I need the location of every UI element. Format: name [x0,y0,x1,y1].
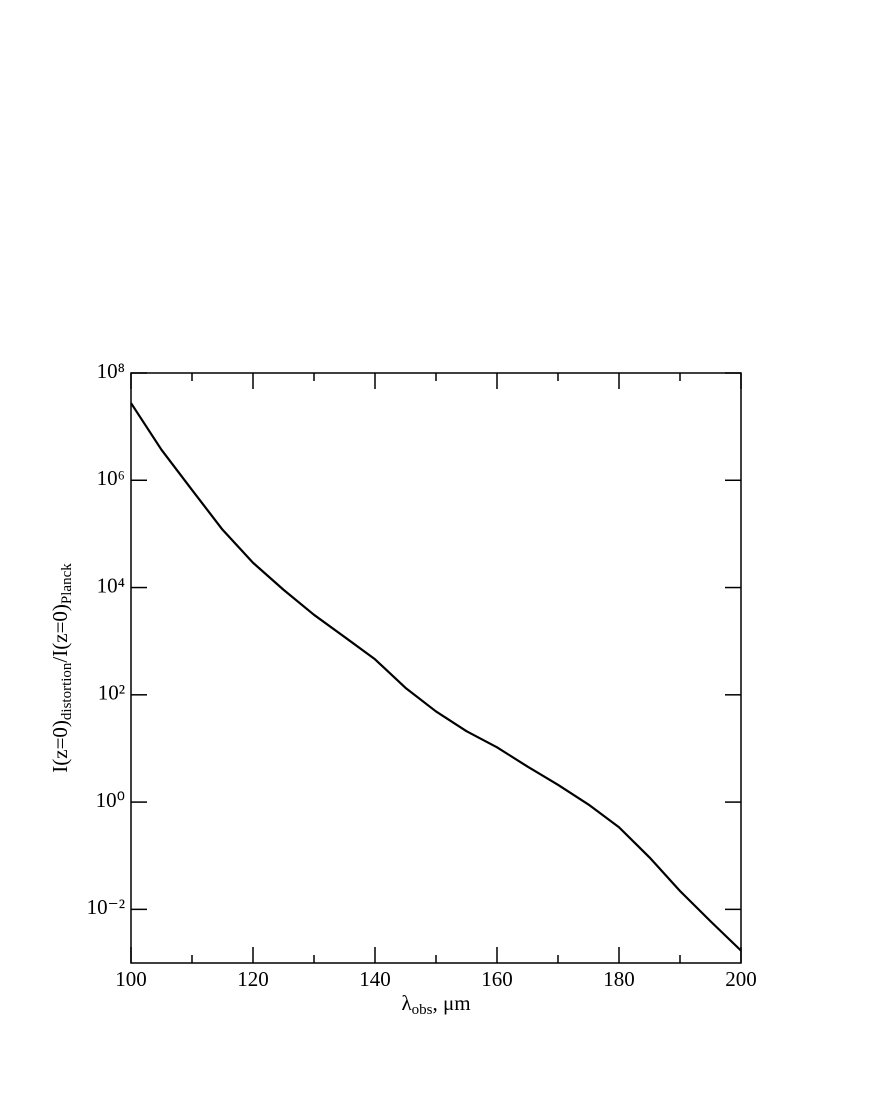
x-tick-label: 120 [237,967,269,991]
x-label: λobs, μm [401,991,470,1019]
x-tick-label: 180 [603,967,635,991]
y-tick-label: 10⁰ [96,788,125,812]
label-part: λ [401,991,412,1015]
subscript: Planck [59,563,75,604]
x-tick-label: 160 [481,967,513,991]
y-label: I(z=0)distortion/I(z=0)Planck [48,563,76,773]
subscript: distortion [59,662,75,720]
subscript: obs [412,1002,433,1018]
y-tick-label: 10² [98,681,125,705]
x-tick-label: 100 [115,967,147,991]
y-tick-label: 10⁶ [97,466,125,490]
line [130,402,742,952]
x-tick-label: 200 [725,967,757,991]
y-tick-label: 10⁴ [97,573,125,597]
label-part: /I(z=0) [48,604,72,662]
label-part: , μm [432,991,470,1015]
x-tick-label: 140 [359,967,391,991]
y-tick-label: 10⁻² [87,895,125,919]
y-tick-label: 10⁸ [97,359,125,383]
label-part: I(z=0) [48,720,72,773]
plot-frame [130,372,742,964]
